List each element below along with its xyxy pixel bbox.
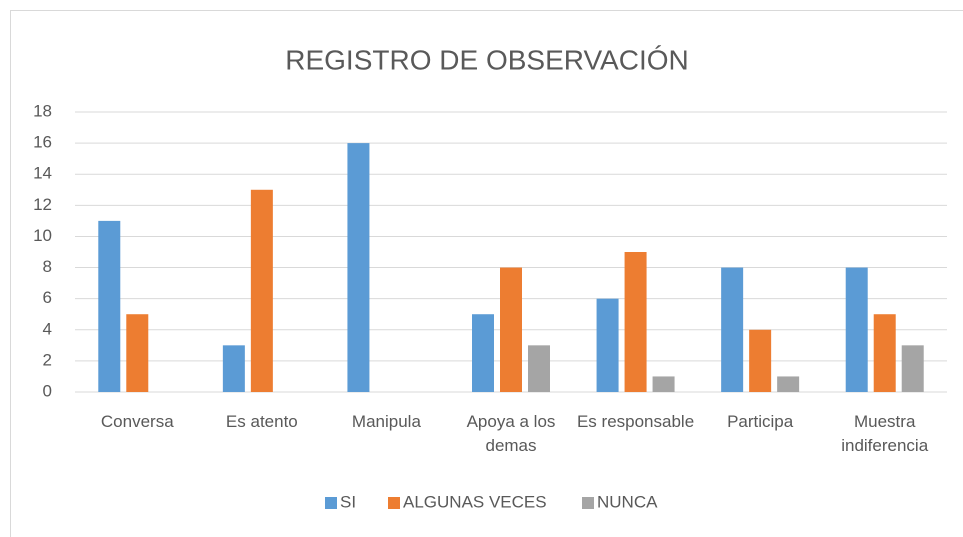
y-tick-label: 6 xyxy=(43,288,52,307)
bar xyxy=(777,376,800,392)
x-tick-label: Participa xyxy=(727,412,794,431)
legend-swatch xyxy=(582,497,594,509)
bar xyxy=(624,252,647,392)
y-tick-label: 2 xyxy=(43,350,52,369)
legend-label: ALGUNAS VECES xyxy=(403,492,547,511)
bar xyxy=(845,267,868,392)
y-tick-label: 14 xyxy=(33,164,52,183)
x-tick-label: Apoya a los demas xyxy=(466,412,556,455)
y-tick-label: 16 xyxy=(33,133,52,152)
bar xyxy=(472,314,494,392)
bar xyxy=(873,314,896,392)
chart-frame xyxy=(10,10,963,537)
bar xyxy=(749,329,772,392)
bar xyxy=(901,345,924,392)
bar xyxy=(721,267,744,392)
x-tick-label: Es responsable xyxy=(576,412,695,431)
bar xyxy=(222,345,245,392)
legend-swatch xyxy=(325,497,337,509)
legend-swatch xyxy=(388,497,400,509)
x-tick-label: Muestra indiferencia xyxy=(841,412,929,455)
y-tick-label: 12 xyxy=(33,195,52,214)
x-tick-label: Es atento xyxy=(225,412,298,431)
bar xyxy=(652,376,675,392)
bar xyxy=(250,189,273,392)
x-tick-label: Manipula xyxy=(351,412,421,431)
bar xyxy=(347,143,370,392)
legend-label: NUNCA xyxy=(597,492,658,511)
x-tick-label: Conversa xyxy=(100,412,174,431)
y-tick-label: 8 xyxy=(43,257,52,276)
bar xyxy=(98,220,121,392)
chart-title: REGISTRO DE OBSERVACIÓN xyxy=(285,44,688,75)
y-tick-label: 18 xyxy=(33,101,52,120)
bar xyxy=(528,345,550,392)
bar xyxy=(126,314,149,392)
y-tick-label: 4 xyxy=(43,319,52,338)
legend-label: SI xyxy=(340,492,356,511)
bar xyxy=(596,298,619,392)
bar xyxy=(500,267,522,392)
y-tick-label: 0 xyxy=(43,381,52,400)
y-tick-label: 10 xyxy=(33,226,52,245)
